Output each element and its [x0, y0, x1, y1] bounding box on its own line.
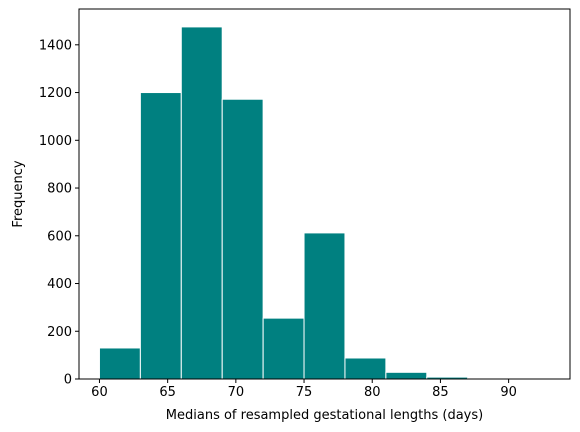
x-tick-label: 75 [296, 385, 313, 400]
x-tick-label: 60 [91, 385, 108, 400]
x-axis-ticks: 60 65 70 75 80 85 90 [91, 379, 517, 400]
x-tick-label: 70 [228, 385, 245, 400]
histogram-bar-6 [344, 357, 387, 380]
histogram-bar-3 [221, 98, 264, 380]
y-tick-label: 1400 [39, 38, 72, 53]
y-tick-label: 200 [47, 325, 72, 340]
bars-group [98, 26, 551, 380]
y-tick-label: 1000 [39, 134, 72, 149]
histogram-bar-2 [180, 26, 223, 380]
x-tick-label: 85 [432, 385, 449, 400]
histogram-bar-5 [303, 232, 346, 380]
x-tick-label: 65 [159, 385, 176, 400]
x-axis-label: Medians of resampled gestational lengths… [166, 408, 483, 423]
histogram-bar-0 [98, 347, 141, 380]
y-axis-label: Frequency [11, 160, 26, 227]
y-tick-label: 0 [64, 373, 72, 388]
axes-frame [78, 8, 571, 380]
y-tick-label: 1200 [39, 86, 72, 101]
y-tick-label: 400 [47, 277, 72, 292]
histogram-bar-4 [262, 317, 305, 380]
histogram-bar-7 [385, 371, 428, 380]
x-tick-label: 80 [364, 385, 381, 400]
histogram-bar-1 [139, 92, 182, 380]
y-tick-label: 600 [47, 229, 72, 244]
x-tick-label: 90 [500, 385, 517, 400]
y-tick-label: 800 [47, 182, 72, 197]
y-axis-ticks: 0 200 400 600 800 1000 1200 1400 [39, 38, 79, 388]
